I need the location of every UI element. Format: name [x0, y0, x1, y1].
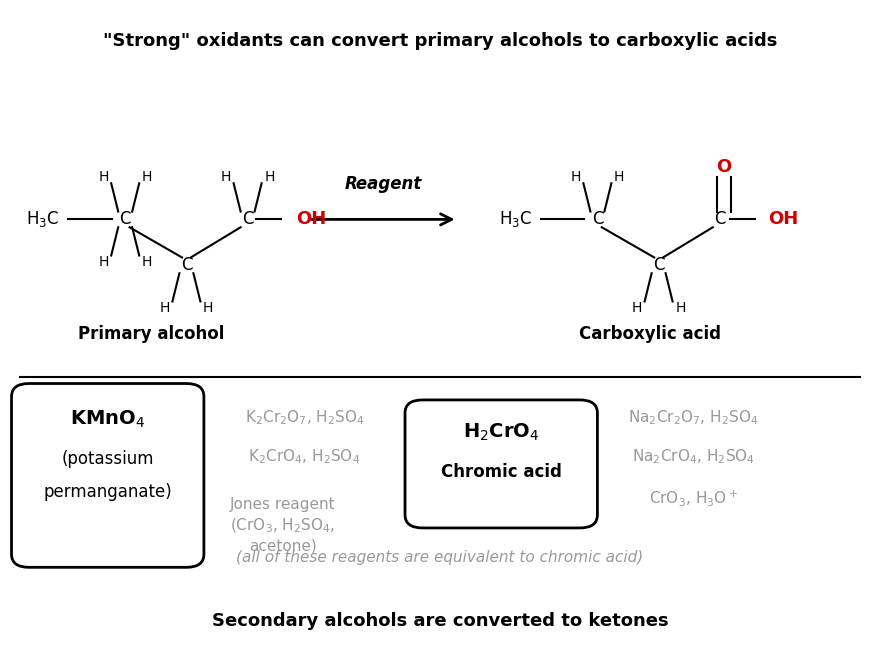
Text: C: C — [591, 211, 603, 228]
Text: CrO$_3$, H$_3$O$^+$: CrO$_3$, H$_3$O$^+$ — [649, 489, 738, 508]
Text: H$_3$C: H$_3$C — [26, 209, 60, 230]
Text: Secondary alcohols are converted to ketones: Secondary alcohols are converted to keto… — [212, 612, 668, 630]
Text: H: H — [570, 169, 581, 184]
Text: (potassium: (potassium — [62, 450, 154, 468]
Text: OH: OH — [296, 211, 326, 228]
Text: H: H — [264, 169, 275, 184]
Text: C: C — [120, 211, 131, 228]
Text: acetone): acetone) — [249, 539, 317, 554]
Text: H: H — [203, 301, 214, 315]
Text: H: H — [614, 169, 625, 184]
Text: H$_3$C: H$_3$C — [499, 209, 532, 230]
Text: C: C — [714, 211, 726, 228]
Text: K$_2$Cr$_2$O$_7$, H$_2$SO$_4$: K$_2$Cr$_2$O$_7$, H$_2$SO$_4$ — [245, 408, 364, 427]
Text: (all of these reagents are equivalent to chromic acid): (all of these reagents are equivalent to… — [237, 550, 643, 565]
Text: (CrO$_3$, H$_2$SO$_4$,: (CrO$_3$, H$_2$SO$_4$, — [230, 517, 335, 535]
Text: H: H — [99, 169, 108, 184]
Text: H: H — [675, 301, 686, 315]
Text: Primary alcohol: Primary alcohol — [78, 325, 224, 344]
Text: Reagent: Reagent — [344, 175, 422, 193]
Text: K$_2$CrO$_4$, H$_2$SO$_4$: K$_2$CrO$_4$, H$_2$SO$_4$ — [248, 448, 361, 467]
Text: Chromic acid: Chromic acid — [441, 463, 561, 481]
Text: H: H — [221, 169, 231, 184]
Text: Carboxylic acid: Carboxylic acid — [579, 325, 721, 344]
Text: Na$_2$CrO$_4$, H$_2$SO$_4$: Na$_2$CrO$_4$, H$_2$SO$_4$ — [632, 448, 755, 467]
Text: KMnO$_4$: KMnO$_4$ — [70, 409, 145, 430]
Text: C: C — [180, 256, 192, 274]
Text: C: C — [653, 256, 664, 274]
Text: H: H — [632, 301, 642, 315]
Text: Na$_2$Cr$_2$O$_7$, H$_2$SO$_4$: Na$_2$Cr$_2$O$_7$, H$_2$SO$_4$ — [628, 408, 759, 427]
FancyBboxPatch shape — [405, 400, 598, 528]
Text: H: H — [159, 301, 170, 315]
Text: OH: OH — [768, 211, 798, 228]
FancyBboxPatch shape — [11, 383, 204, 567]
Text: O: O — [716, 158, 732, 176]
Text: H: H — [142, 169, 152, 184]
Text: C: C — [242, 211, 253, 228]
Text: Jones reagent: Jones reagent — [230, 497, 335, 512]
Text: permanganate): permanganate) — [43, 483, 172, 501]
Text: H: H — [99, 255, 108, 269]
Text: H$_2$CrO$_4$: H$_2$CrO$_4$ — [463, 422, 539, 444]
Text: H: H — [142, 255, 152, 269]
Text: "Strong" oxidants can convert primary alcohols to carboxylic acids: "Strong" oxidants can convert primary al… — [103, 32, 777, 50]
